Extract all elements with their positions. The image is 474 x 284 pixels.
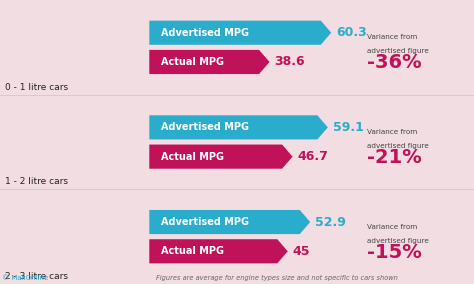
Text: -36%: -36% — [367, 53, 422, 72]
Text: Variance from: Variance from — [367, 34, 418, 40]
Polygon shape — [149, 115, 328, 139]
Text: Actual MPG: Actual MPG — [161, 57, 224, 67]
Text: Figures are average for engine types size and not specific to cars shown: Figures are average for engine types siz… — [156, 274, 398, 281]
Text: -21%: -21% — [367, 148, 422, 167]
Polygon shape — [149, 239, 288, 263]
Text: Variance from: Variance from — [367, 224, 418, 229]
Polygon shape — [149, 50, 270, 74]
Text: 52.9: 52.9 — [315, 216, 346, 229]
Polygon shape — [149, 145, 292, 169]
Text: 1 - 2 litre cars: 1 - 2 litre cars — [5, 178, 68, 187]
Text: advertised figure: advertised figure — [367, 135, 429, 149]
Text: Advertised MPG: Advertised MPG — [161, 122, 249, 132]
Text: 46.7: 46.7 — [297, 150, 328, 163]
Text: advertised figure: advertised figure — [367, 40, 429, 54]
Text: Advertised MPG: Advertised MPG — [161, 217, 249, 227]
Text: 45: 45 — [292, 245, 310, 258]
Text: Advertised MPG: Advertised MPG — [161, 28, 249, 38]
Text: 2 - 3 litre cars: 2 - 3 litre cars — [5, 272, 68, 281]
Text: Actual MPG: Actual MPG — [161, 246, 224, 256]
Text: 60.3: 60.3 — [336, 26, 367, 39]
Text: Actual MPG: Actual MPG — [161, 152, 224, 162]
Text: 0 - 1 litre cars: 0 - 1 litre cars — [5, 83, 68, 92]
Polygon shape — [149, 21, 331, 45]
Polygon shape — [149, 210, 310, 234]
Text: 38.6: 38.6 — [274, 55, 305, 68]
Text: Variance from: Variance from — [367, 129, 418, 135]
Text: 59.1: 59.1 — [333, 121, 364, 134]
Text: -15%: -15% — [367, 243, 422, 262]
Text: advertised figure: advertised figure — [367, 229, 429, 244]
Text: © MailOnline: © MailOnline — [2, 275, 49, 281]
